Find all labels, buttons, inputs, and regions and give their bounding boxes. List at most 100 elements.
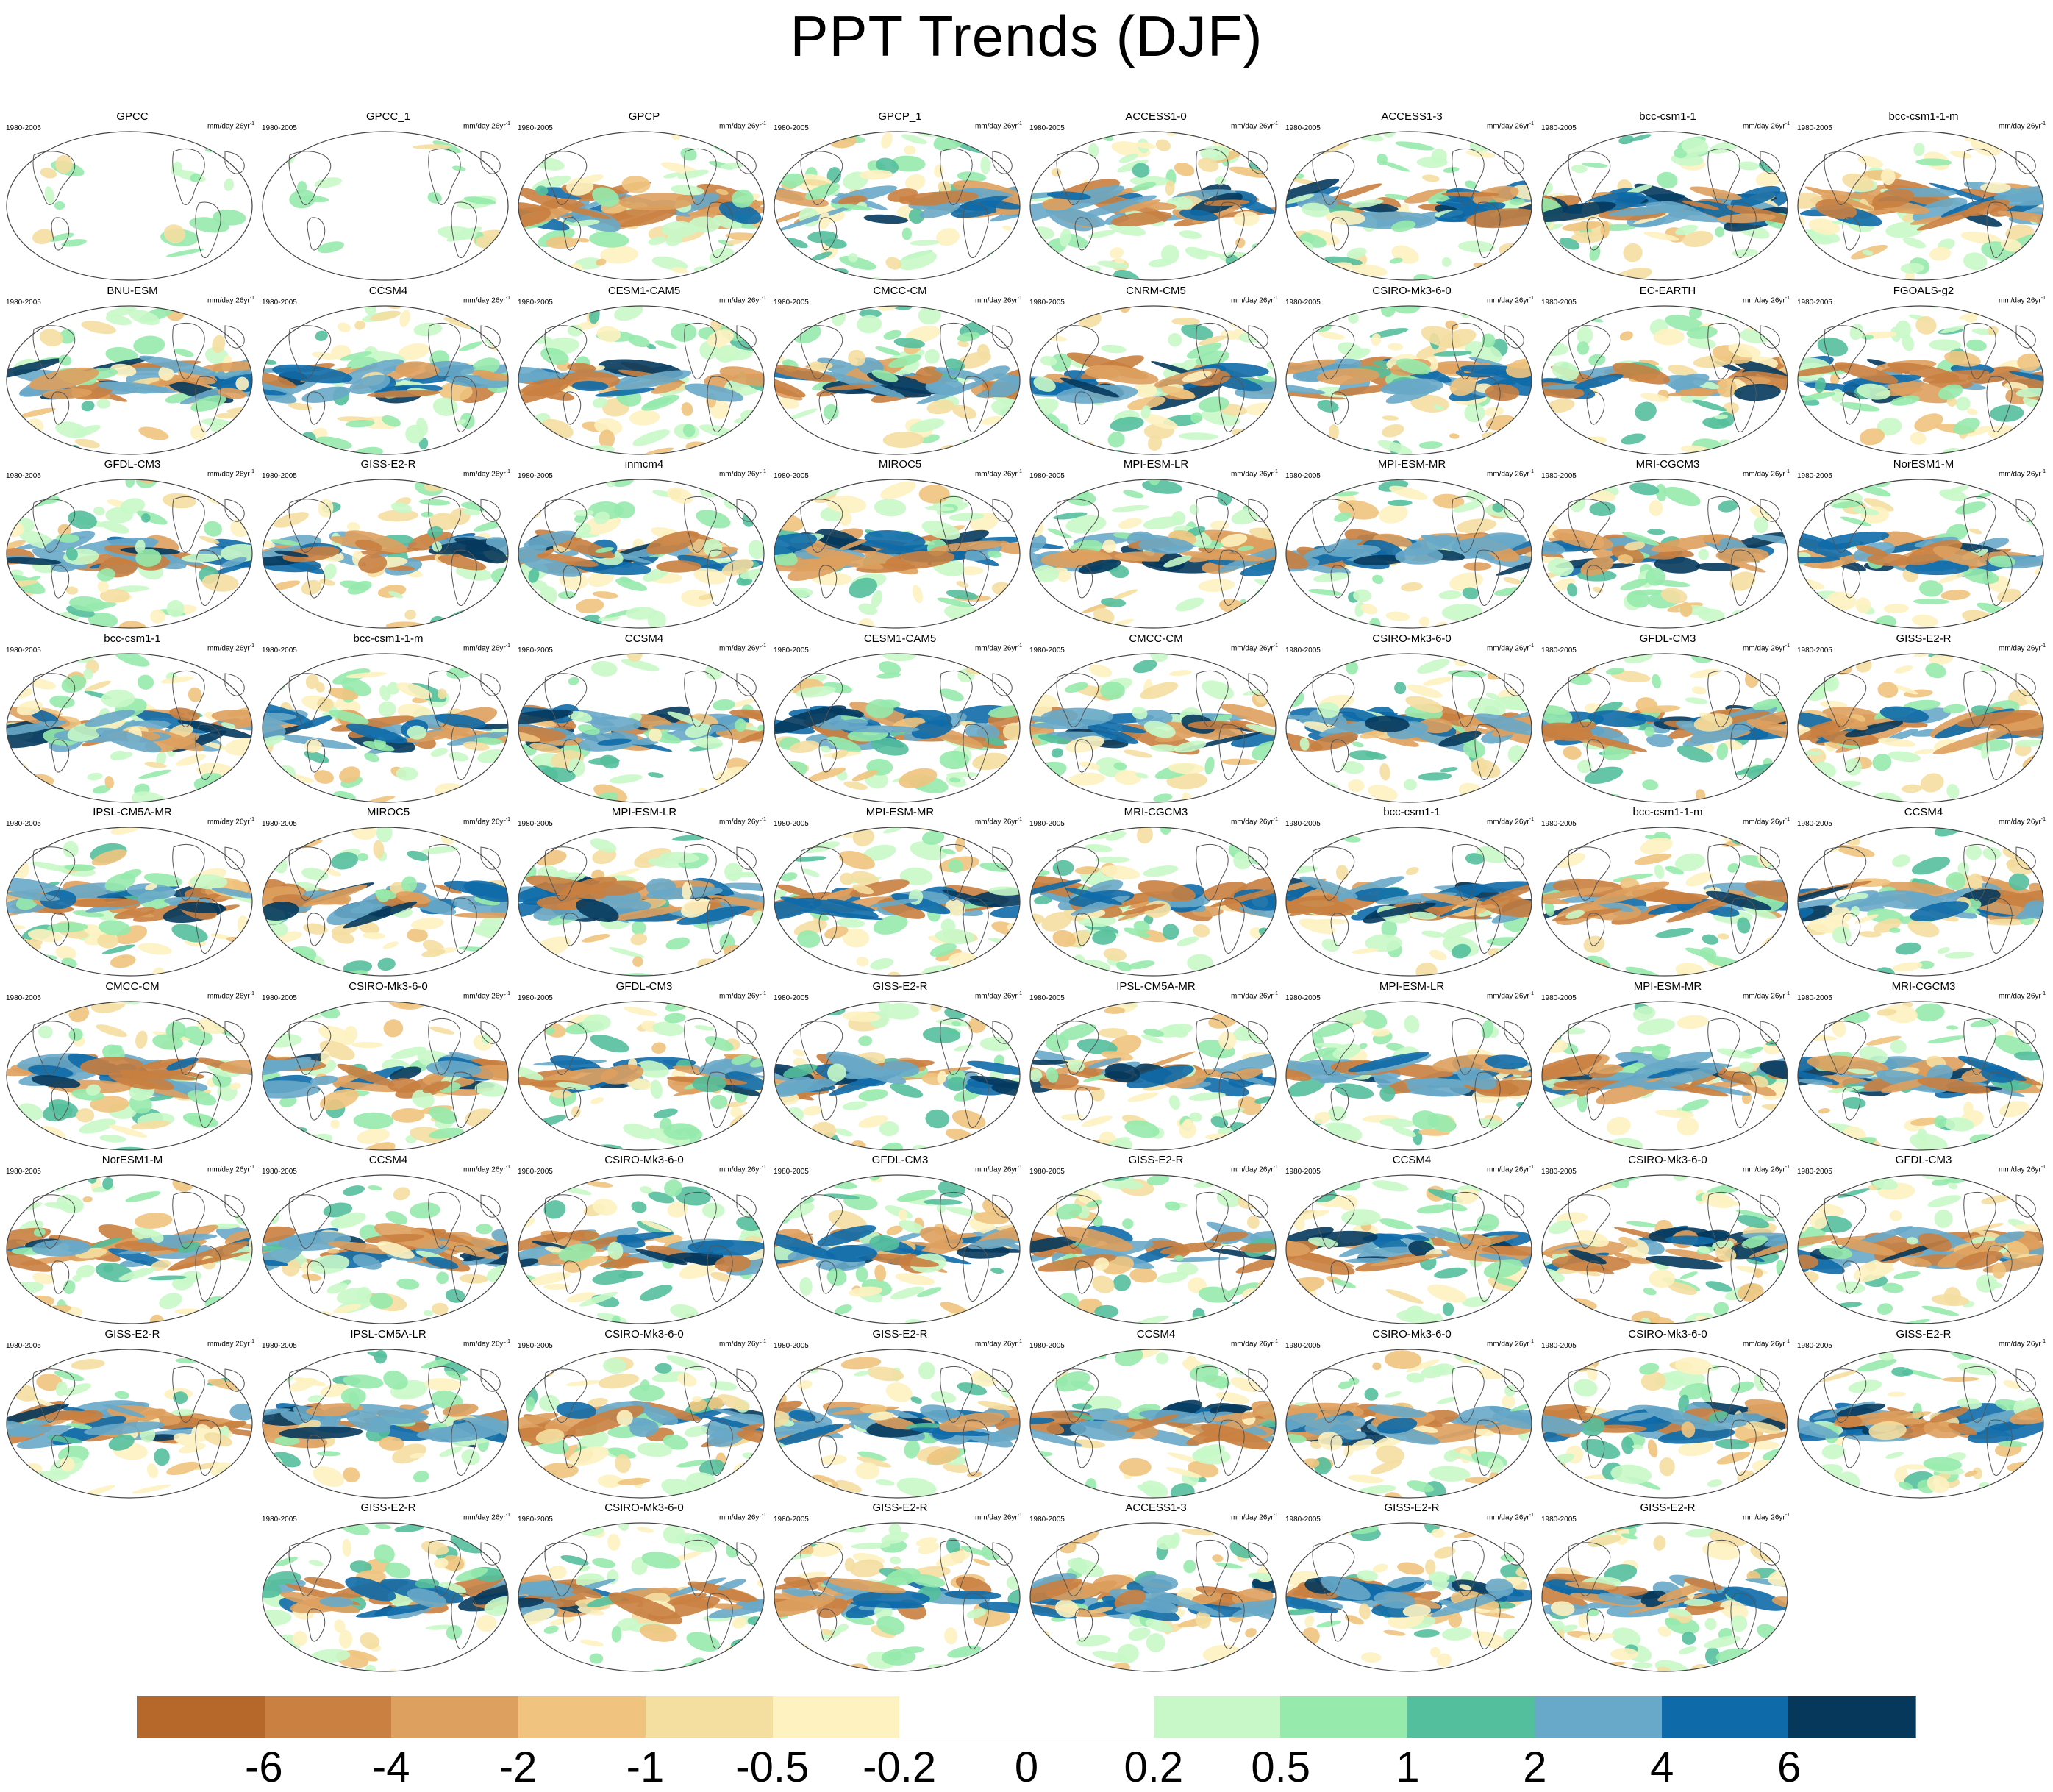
- colorbar-swatch: [1788, 1696, 1915, 1738]
- trend-map: [1028, 1173, 1278, 1326]
- colorbar-swatch: [899, 1696, 1026, 1738]
- colorbar-swatch: [1026, 1696, 1154, 1738]
- trend-map: [1540, 129, 1790, 282]
- trend-map: [4, 1347, 254, 1500]
- trend-map: [260, 652, 510, 804]
- colorbar-tick-label: -1: [626, 1743, 665, 1792]
- trend-map: [1796, 1173, 2046, 1326]
- trend-map: [1284, 652, 1534, 804]
- trend-map: [516, 652, 766, 804]
- trend-map: [1028, 652, 1278, 804]
- trend-map: [1540, 1347, 1790, 1500]
- trend-map: [772, 129, 1022, 282]
- trend-map: [1796, 825, 2046, 978]
- trend-map: [772, 304, 1022, 457]
- trend-map: [1540, 477, 1790, 630]
- trend-map: [1028, 999, 1278, 1152]
- trend-map: [772, 1173, 1022, 1326]
- trend-map: [1796, 1347, 2046, 1500]
- trend-map: [260, 1173, 510, 1326]
- trend-map: [1284, 1347, 1534, 1500]
- trend-map: [260, 129, 510, 282]
- trend-map: [1284, 999, 1534, 1152]
- colorbar-swatch: [1154, 1696, 1281, 1738]
- trend-map: [1796, 652, 2046, 804]
- colorbar-swatch: [1407, 1696, 1535, 1738]
- trend-map: [772, 825, 1022, 978]
- trend-map: [1540, 652, 1790, 804]
- trend-map: [516, 304, 766, 457]
- colorbar-tick-label: 1: [1396, 1743, 1419, 1792]
- trend-map: [260, 304, 510, 457]
- trend-map: [1540, 1173, 1790, 1326]
- trend-map: [4, 477, 254, 630]
- trend-map: [260, 825, 510, 978]
- trend-map: [516, 1521, 766, 1674]
- colorbar-tick-label: 4: [1650, 1743, 1674, 1792]
- trend-map: [1028, 477, 1278, 630]
- trend-map: [4, 1173, 254, 1326]
- trend-map: [1284, 1173, 1534, 1326]
- colorbar-tick-label: -0.5: [735, 1743, 809, 1792]
- trend-map: [1284, 304, 1534, 457]
- trend-map: [1028, 1347, 1278, 1500]
- trend-map: [1796, 129, 2046, 282]
- trend-map: [4, 304, 254, 457]
- colorbar-swatch: [265, 1696, 392, 1738]
- trend-map: [1028, 1521, 1278, 1674]
- trend-map: [1028, 825, 1278, 978]
- trend-map: [772, 1521, 1022, 1674]
- colorbar-tick-label: 0: [1015, 1743, 1038, 1792]
- colorbar: [137, 1696, 1916, 1738]
- colorbar-tick-label: -4: [372, 1743, 410, 1792]
- trend-map: [516, 1347, 766, 1500]
- colorbar-tick-label: -0.2: [863, 1743, 936, 1792]
- trend-map: [4, 999, 254, 1152]
- trend-map: [260, 1521, 510, 1674]
- trend-map: [516, 825, 766, 978]
- colorbar-swatch: [138, 1696, 265, 1738]
- trend-map: [772, 999, 1022, 1152]
- trend-map: [4, 652, 254, 804]
